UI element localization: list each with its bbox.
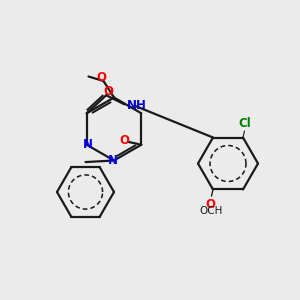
Text: N: N bbox=[107, 154, 118, 167]
Text: O: O bbox=[103, 85, 113, 98]
Text: O: O bbox=[205, 198, 215, 211]
Text: OCH: OCH bbox=[200, 206, 223, 216]
Text: O: O bbox=[119, 134, 129, 147]
Text: Cl: Cl bbox=[238, 117, 251, 130]
Text: N: N bbox=[83, 138, 93, 151]
Text: O: O bbox=[96, 71, 106, 84]
Text: NH: NH bbox=[127, 99, 146, 112]
